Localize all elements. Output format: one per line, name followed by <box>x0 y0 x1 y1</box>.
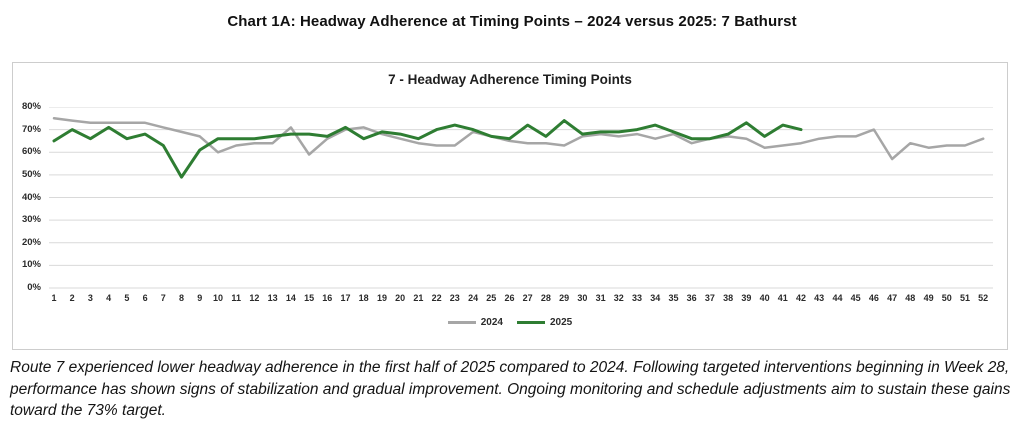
x-axis-tick-label: 40 <box>759 293 770 303</box>
x-axis-tick-label: 6 <box>142 293 148 303</box>
x-axis-tick-label: 33 <box>631 293 643 303</box>
y-axis-tick-label: 30% <box>21 214 41 226</box>
x-axis-tick-label: 27 <box>522 293 533 303</box>
chart-legend: 2024 2025 <box>13 314 1007 330</box>
y-axis-tick-label: 50% <box>21 168 41 180</box>
legend-item-2024: 2024 <box>447 316 503 328</box>
y-axis-tick-label: 20% <box>21 236 41 248</box>
x-axis-tick-label: 9 <box>197 293 203 303</box>
x-axis-tick-label: 31 <box>595 293 606 303</box>
x-axis-tick-label: 8 <box>178 293 185 303</box>
chart-frame: 7 - Headway Adherence Timing Points 0% 10… <box>12 62 1008 350</box>
x-axis-tick-label: 35 <box>668 293 679 303</box>
x-axis-tick-label: 10 <box>212 293 224 303</box>
x-axis-tick-label: 44 <box>832 293 843 303</box>
line-chart-plot <box>49 107 993 289</box>
x-axis-tick-label: 24 <box>468 293 479 303</box>
y-axis-tick-label: 0% <box>27 282 41 293</box>
x-axis-tick-label: 25 <box>486 293 497 303</box>
x-axis-tick-label: 3 <box>87 293 93 303</box>
x-axis-tick-label: 43 <box>814 293 825 303</box>
x-axis-tick-label: 38 <box>723 293 734 303</box>
x-axis-tick-label: 17 <box>340 293 351 303</box>
x-axis-tick-label: 30 <box>577 293 588 303</box>
page-title: Chart 1A: Headway Adherence at Timing Po… <box>227 13 797 30</box>
legend-swatch-2024 <box>447 320 476 324</box>
x-axis-tick-label: 47 <box>887 293 898 303</box>
x-axis-tick-label: 15 <box>304 293 315 303</box>
y-axis-tick-label: 70% <box>21 123 41 135</box>
legend-item-2025: 2025 <box>517 317 572 328</box>
x-axis-tick-label: 16 <box>322 293 333 303</box>
x-axis-tick-label: 20 <box>395 293 406 303</box>
x-axis-tick-label: 11 <box>231 293 241 303</box>
x-axis-tick-label: 18 <box>358 293 369 303</box>
x-axis-tick-label: 5 <box>124 293 130 303</box>
y-axis-tick-label: 40% <box>21 191 41 203</box>
x-axis-tick-label: 42 <box>795 293 807 303</box>
x-axis-tick-label: 36 <box>686 293 697 303</box>
x-axis-tick-label: 7 <box>160 293 166 303</box>
y-axis-tick-label: 80% <box>21 101 41 112</box>
x-axis-tick-label: 48 <box>905 293 916 303</box>
x-axis-tick-label: 19 <box>376 293 388 303</box>
x-axis-tick-label: 28 <box>540 293 551 303</box>
footer-note: Route 7 experienced lower headway adhere… <box>10 359 1011 420</box>
x-axis-tick-label: 2 <box>69 293 75 303</box>
x-axis-tick-label: 21 <box>413 293 424 303</box>
legend-swatch-2025 <box>517 320 545 324</box>
x-axis-tick-label: 29 <box>559 293 570 303</box>
x-axis-tick-label: 32 <box>613 293 624 303</box>
x-axis-tick-label: 1 <box>51 293 57 303</box>
x-axis-tick-label: 52 <box>978 293 989 303</box>
x-axis-tick-label: 22 <box>431 293 442 303</box>
x-axis-tick-label: 13 <box>267 293 278 303</box>
x-axis-tick-label: 23 <box>449 293 460 303</box>
x-axis-tick-label: 14 <box>285 293 296 303</box>
y-axis-tick-label: 10% <box>21 259 41 271</box>
legend-label-2025: 2025 <box>550 316 573 328</box>
x-axis-tick-label: 51 <box>959 293 971 303</box>
y-axis-tick-label: 60% <box>21 146 41 158</box>
x-axis-tick-label: 34 <box>650 293 661 303</box>
x-axis-tick-label: 46 <box>868 293 879 303</box>
x-axis-tick-label: 39 <box>741 293 752 303</box>
x-axis-tick-label: 26 <box>504 293 515 303</box>
legend-label-2024: 2024 <box>480 316 503 328</box>
chart-title: 7 - Headway Adherence Timing Points <box>388 72 632 87</box>
x-axis-tick-label: 41 <box>777 293 788 303</box>
x-axis-tick-label: 45 <box>850 293 861 303</box>
x-axis-tick-label: 4 <box>106 293 112 303</box>
x-axis-tick-label: 37 <box>704 293 715 303</box>
x-axis-tick-label: 50 <box>941 293 952 303</box>
x-axis-tick-label: 49 <box>923 293 934 303</box>
x-axis-tick-label: 12 <box>249 293 260 303</box>
